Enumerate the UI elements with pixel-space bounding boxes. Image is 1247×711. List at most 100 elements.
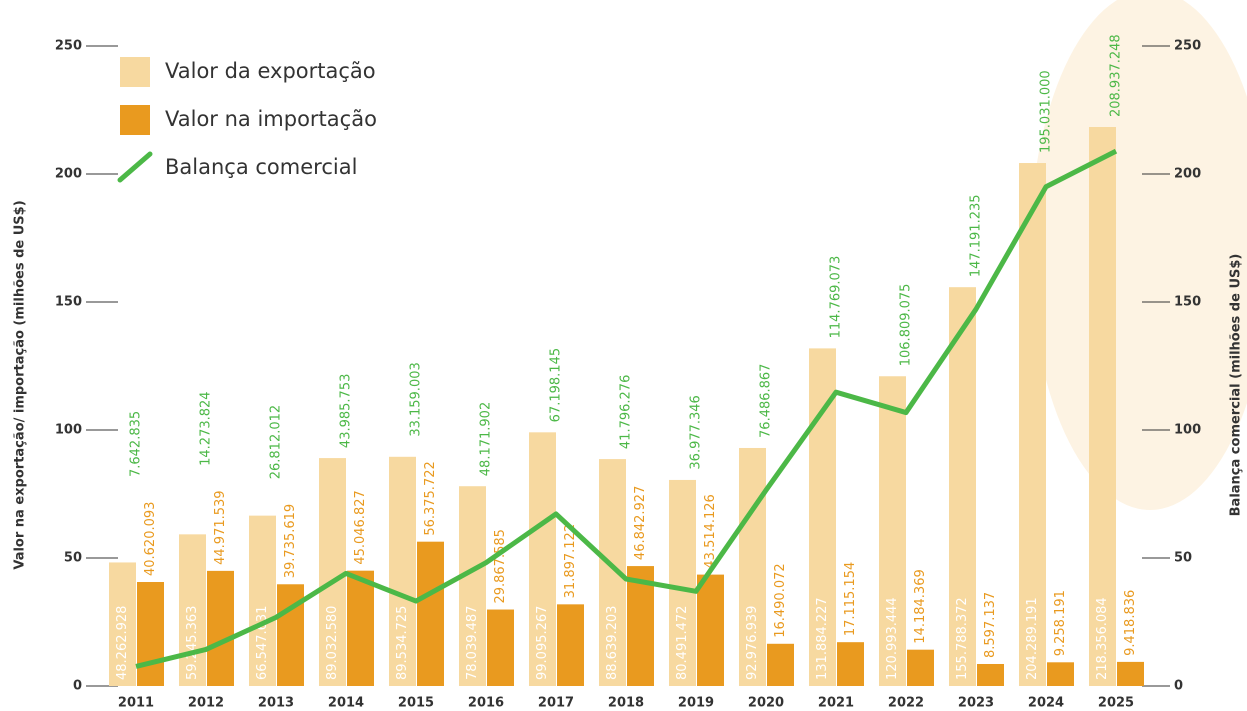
y-tick-label: 150: [55, 295, 82, 310]
y2-tick-label: 150: [1174, 295, 1201, 310]
bar: [1047, 662, 1074, 686]
bar: [1089, 127, 1116, 686]
bar-value-label: 48.262.928: [115, 606, 130, 680]
y-tick-label: 0: [73, 679, 82, 694]
legend-swatch: [120, 57, 150, 87]
bar-value-label: 78.039.487: [465, 606, 480, 680]
line-value-label: 67.198.145: [549, 348, 564, 422]
x-tick-label: 2017: [538, 696, 574, 711]
bar: [977, 663, 1004, 686]
x-tick-label: 2014: [328, 696, 364, 711]
line-value-label: 43.985.753: [339, 374, 354, 448]
line-value-label: 41.796.276: [619, 375, 634, 449]
x-tick-label: 2016: [468, 696, 504, 711]
bar: [347, 570, 374, 686]
bar: [389, 456, 416, 686]
x-tick-label: 2011: [118, 696, 154, 711]
x-tick-label: 2024: [1028, 696, 1064, 711]
bar: [417, 541, 444, 686]
bar: [1019, 163, 1046, 687]
x-tick-label: 2018: [608, 696, 644, 711]
bar: [557, 604, 584, 686]
y2-tick-label: 250: [1174, 39, 1201, 54]
legend-swatch: [120, 105, 150, 135]
y-tick-label: 200: [55, 167, 82, 182]
bar: [697, 574, 724, 686]
bar-value-label: 120.993.444: [885, 597, 900, 680]
bar: [459, 486, 486, 686]
y-tick-label: 50: [64, 551, 82, 566]
bar-value-label: 80.491.472: [675, 606, 690, 680]
bar: [739, 447, 766, 686]
bar-value-label: 59.245.363: [185, 606, 200, 680]
x-tick-label: 2019: [678, 696, 714, 711]
bar-value-label: 9.258.191: [1053, 590, 1068, 656]
y-tick-label: 100: [55, 423, 82, 438]
bar: [249, 515, 276, 686]
bar: [949, 287, 976, 686]
bar-value-label: 131.884.227: [815, 597, 830, 680]
bar-value-label: 9.418.836: [1123, 590, 1138, 656]
bar-value-label: 89.032.580: [325, 606, 340, 680]
bar: [907, 649, 934, 686]
y2-axis-title: Balança comercial (milhões de US$): [1229, 254, 1244, 517]
bar: [319, 458, 346, 686]
bar-value-label: 46.842.927: [633, 486, 648, 560]
bar-value-label: 17.115.154: [843, 562, 858, 636]
bar: [809, 348, 836, 686]
line-value-label: 7.642.835: [129, 411, 144, 477]
y2-tick-label: 100: [1174, 423, 1201, 438]
bar-value-label: 29.867.585: [493, 529, 508, 603]
bar-value-label: 14.184.369: [913, 569, 928, 643]
bar: [109, 562, 136, 686]
bar-value-label: 43.514.126: [703, 494, 718, 568]
bar-value-label: 40.620.093: [143, 502, 158, 576]
bar-value-label: 45.046.827: [353, 490, 368, 564]
line-value-label: 147.191.235: [969, 194, 984, 277]
bar: [207, 570, 234, 686]
bar: [179, 534, 206, 686]
y-tick-label: 250: [55, 39, 82, 54]
line-value-label: 48.171.902: [479, 402, 494, 476]
bar: [669, 479, 696, 686]
bar-value-label: 31.897.122: [563, 524, 578, 598]
bar-value-label: 66.547.631: [255, 606, 270, 680]
line-value-label: 208.937.248: [1109, 34, 1124, 117]
y2-tick-label: 200: [1174, 167, 1201, 182]
legend-swatch: [117, 151, 153, 183]
x-tick-label: 2012: [188, 696, 224, 711]
line-value-label: 36.977.346: [689, 395, 704, 469]
bar-value-label: 39.735.619: [283, 504, 298, 578]
x-tick-label: 2025: [1098, 696, 1134, 711]
x-tick-label: 2022: [888, 696, 924, 711]
bar-value-label: 88.639.203: [605, 606, 620, 680]
y2-tick-label: 0: [1174, 679, 1183, 694]
bar-value-label: 218.356.084: [1095, 597, 1110, 680]
x-tick-label: 2023: [958, 696, 994, 711]
line-value-label: 195.031.000: [1039, 70, 1054, 153]
bar: [137, 582, 164, 686]
legend-label: Valor da exportação: [165, 59, 376, 83]
bar: [1117, 661, 1144, 686]
x-tick-label: 2015: [398, 696, 434, 711]
x-tick-label: 2020: [748, 696, 784, 711]
legend-label: Valor na importação: [165, 107, 377, 131]
line-value-label: 14.273.824: [199, 391, 214, 465]
background-leaf: [1030, 0, 1247, 510]
line-value-label: 26.812.012: [269, 405, 284, 479]
bar-value-label: 16.490.072: [773, 563, 788, 637]
y-axis-title: Valor na exportação/ importação (milhões…: [13, 200, 28, 569]
bar-value-label: 204.289.191: [1025, 597, 1040, 680]
line-value-label: 76.486.867: [759, 364, 774, 438]
line: [135, 148, 1118, 669]
bar-value-label: 56.375.722: [423, 461, 438, 535]
legend-label: Balança comercial: [165, 155, 357, 179]
bar-value-label: 155.788.372: [955, 597, 970, 680]
x-tick-label: 2013: [258, 696, 294, 711]
x-tick-label: 2021: [818, 696, 854, 711]
bar: [627, 566, 654, 686]
bar: [879, 376, 906, 686]
bar-value-label: 44.971.539: [213, 490, 228, 564]
bar: [487, 609, 514, 686]
